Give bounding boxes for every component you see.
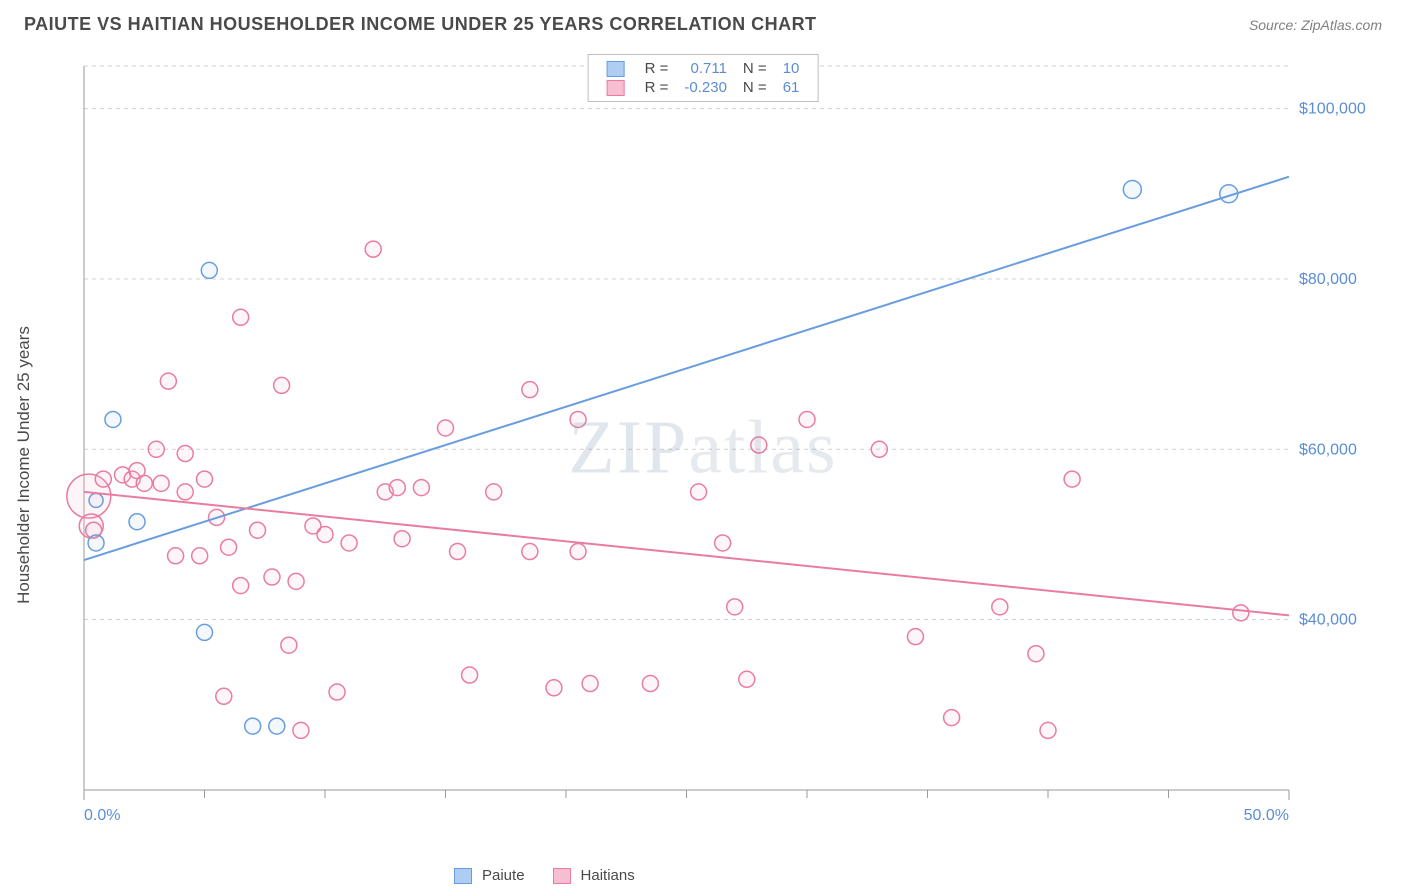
data-point [871, 441, 887, 457]
data-point [281, 637, 297, 653]
data-point [570, 411, 586, 427]
data-point [192, 548, 208, 564]
data-point [944, 710, 960, 726]
data-point [413, 480, 429, 496]
correlation-legend: R = 0.711 N = 10 R = -0.230 N = 61 [588, 54, 819, 102]
y-tick-label: $60,000 [1299, 441, 1357, 458]
data-point [177, 484, 193, 500]
chart-source: Source: ZipAtlas.com [1249, 17, 1382, 33]
data-point [197, 624, 213, 640]
series-label: Haitians [581, 867, 635, 884]
legend-r-value: 0.711 [676, 59, 735, 78]
legend-n-label: N = [735, 78, 775, 97]
data-point [727, 599, 743, 615]
data-point [329, 684, 345, 700]
legend-r-label: R = [637, 59, 677, 78]
legend-r-label: R = [637, 78, 677, 97]
legend-n-value: 61 [775, 78, 808, 97]
data-point [1028, 646, 1044, 662]
data-point [136, 475, 152, 491]
data-point [394, 531, 410, 547]
regression-line [84, 492, 1289, 616]
data-point [450, 544, 466, 560]
data-point [216, 688, 232, 704]
data-point [570, 544, 586, 560]
data-point [129, 514, 145, 530]
legend-swatch [607, 80, 625, 96]
data-point [317, 526, 333, 542]
data-point [274, 377, 290, 393]
data-point [1233, 605, 1249, 621]
data-point [293, 722, 309, 738]
data-point [739, 671, 755, 687]
chart-title: PAIUTE VS HAITIAN HOUSEHOLDER INCOME UND… [24, 14, 817, 35]
data-point [177, 446, 193, 462]
data-point [105, 411, 121, 427]
x-tick-label: 50.0% [1244, 807, 1289, 824]
data-point [341, 535, 357, 551]
data-point [264, 569, 280, 585]
series-label: Paiute [482, 867, 525, 884]
data-point [160, 373, 176, 389]
y-axis-label: Householder Income Under 25 years [14, 326, 34, 604]
series-legend: Paiute Haitians [454, 867, 635, 884]
data-point [522, 382, 538, 398]
data-point [221, 539, 237, 555]
data-point [89, 493, 103, 507]
data-point [365, 241, 381, 257]
data-point [269, 718, 285, 734]
data-point [1040, 722, 1056, 738]
data-point [201, 262, 217, 278]
data-point [233, 578, 249, 594]
data-point [462, 667, 478, 683]
legend-swatch [607, 61, 625, 77]
data-point [88, 535, 104, 551]
chart-header: PAIUTE VS HAITIAN HOUSEHOLDER INCOME UND… [0, 0, 1406, 43]
legend-row: R = -0.230 N = 61 [599, 78, 808, 97]
data-point [546, 680, 562, 696]
series-legend-item: Paiute [454, 867, 525, 884]
data-point [992, 599, 1008, 615]
data-point [148, 441, 164, 457]
y-tick-label: $80,000 [1299, 271, 1357, 288]
data-point [197, 471, 213, 487]
legend-swatch [454, 868, 472, 884]
chart-container: Householder Income Under 25 years ZIPatl… [24, 48, 1382, 882]
scatter-plot: $40,000 $60,000 $80,000 $100,000 0.0% 50.0% [64, 48, 1374, 838]
data-point [715, 535, 731, 551]
data-point [907, 629, 923, 645]
data-point [245, 718, 261, 734]
regression-line [84, 177, 1289, 560]
data-point [250, 522, 266, 538]
legend-swatch [553, 868, 571, 884]
data-point [1064, 471, 1080, 487]
data-point [233, 309, 249, 325]
series-legend-item: Haitians [553, 867, 635, 884]
x-tick-label: 0.0% [84, 807, 120, 824]
data-point [799, 411, 815, 427]
legend-row: R = 0.711 N = 10 [599, 59, 808, 78]
y-tick-label: $100,000 [1299, 101, 1366, 118]
data-point [582, 676, 598, 692]
data-point [168, 548, 184, 564]
data-point [153, 475, 169, 491]
y-tick-label: $40,000 [1299, 612, 1357, 629]
data-point [95, 471, 111, 487]
data-point [1123, 181, 1141, 199]
data-point [389, 480, 405, 496]
data-point [486, 484, 502, 500]
data-point [751, 437, 767, 453]
data-point [691, 484, 707, 500]
data-point [438, 420, 454, 436]
data-point [288, 573, 304, 589]
data-point [522, 544, 538, 560]
legend-n-label: N = [735, 59, 775, 78]
legend-n-value: 10 [775, 59, 808, 78]
legend-r-value: -0.230 [676, 78, 735, 97]
data-point [642, 676, 658, 692]
